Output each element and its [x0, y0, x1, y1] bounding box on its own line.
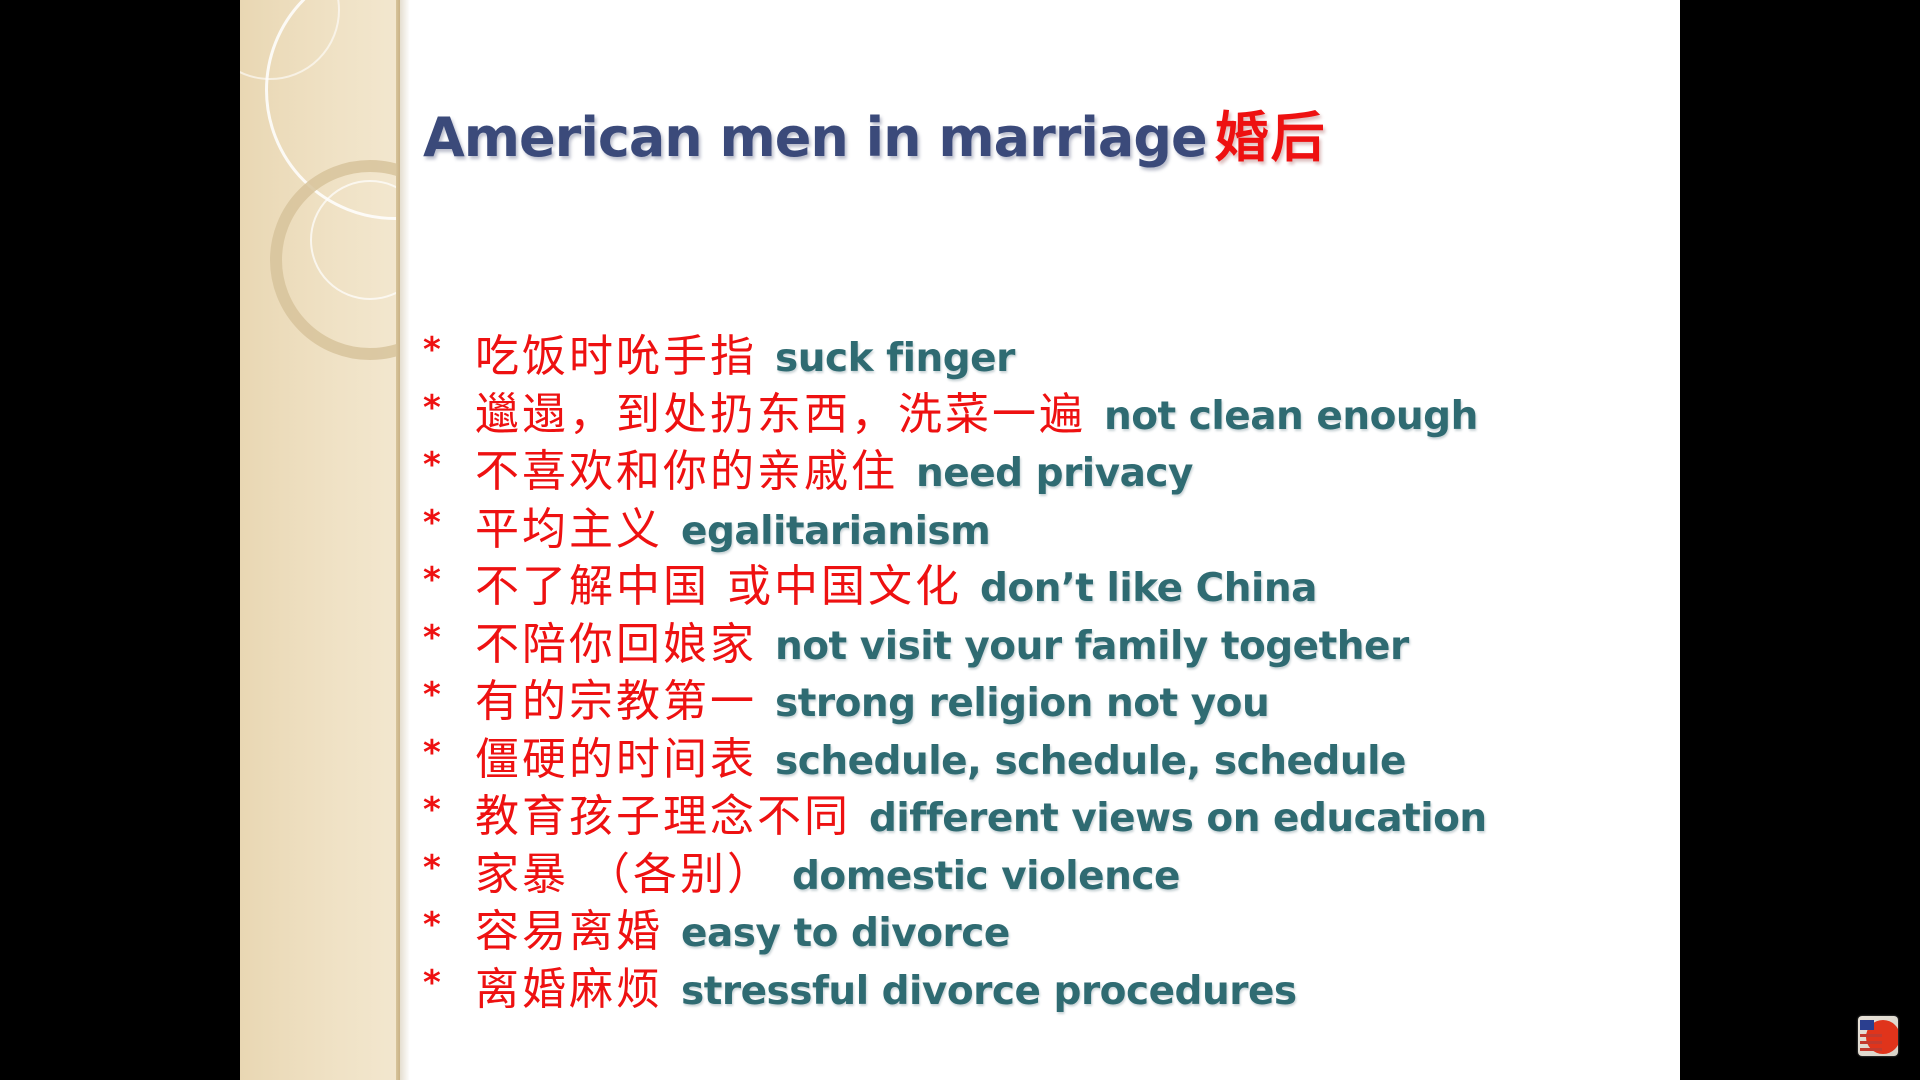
bullet-star-icon: *	[423, 675, 441, 715]
bullet-star-icon: *	[423, 330, 441, 370]
list-item: * 不喜欢和你的亲戚住 need privacy	[423, 443, 1643, 501]
bullet-star-icon: *	[423, 732, 441, 773]
item-english-text: domestic violence	[792, 853, 1180, 899]
channel-logo-icon[interactable]	[1858, 1016, 1898, 1056]
item-english-text: schedule, schedule, schedule	[775, 738, 1406, 784]
item-chinese-text: 吃饭时吮手指	[475, 331, 757, 382]
bullet-star-icon: *	[423, 847, 441, 888]
item-english-text: strong religion not you	[775, 681, 1270, 726]
item-english-text: suck finger	[775, 336, 1015, 381]
sidebar-edge	[396, 0, 400, 1080]
decorative-sidebar	[240, 0, 400, 1080]
list-item: * 不陪你回娘家 not visit your family together	[423, 616, 1643, 674]
list-item: * 僵硬的时间表 schedule, schedule, schedule	[423, 731, 1643, 789]
sidebar-shadow	[400, 0, 410, 1080]
item-chinese-text: 离婚麻烦	[475, 963, 663, 1015]
item-chinese-text: 僵硬的时间表	[475, 733, 757, 785]
item-chinese-text: 不了解中国 或中国文化	[475, 561, 962, 612]
list-item: * 邋遢，到处扔东西，洗菜一遍 not clean enough	[423, 386, 1643, 444]
item-chinese-text: 家暴 （各别）	[475, 848, 774, 900]
bullet-star-icon: *	[423, 962, 441, 1003]
item-chinese-text: 平均主义	[475, 503, 663, 555]
item-chinese-text: 不陪你回娘家	[475, 618, 757, 670]
item-english-text: not visit your family together	[775, 623, 1409, 669]
item-english-text: different views on education	[869, 796, 1487, 841]
item-english-text: egalitarianism	[681, 508, 991, 554]
item-english-text: need privacy	[916, 451, 1193, 496]
item-english-text: not clean enough	[1104, 393, 1478, 439]
bullet-list: * 吃饭时吮手指 suck finger * 邋遢，到处扔东西，洗菜一遍 not clea…	[423, 328, 1643, 1018]
slide-title: American men in marriage 婚后	[423, 96, 1643, 180]
item-chinese-text: 教育孩子理念不同	[475, 791, 851, 842]
list-item: * 容易离婚 easy to divorce	[423, 903, 1643, 961]
list-item: * 不了解中国 或中国文化 don’t like China	[423, 558, 1643, 616]
bullet-star-icon: *	[423, 387, 441, 428]
list-item: * 家暴 （各别） domestic violence	[423, 846, 1643, 904]
item-chinese-text: 容易离婚	[475, 906, 663, 957]
bullet-star-icon: *	[423, 502, 441, 543]
logo-flag-stripe	[1860, 1048, 1882, 1051]
logo-flag-stripe	[1860, 1041, 1882, 1044]
item-chinese-text: 邋遢，到处扔东西，洗菜一遍	[475, 388, 1086, 440]
item-chinese-text: 不喜欢和你的亲戚住	[475, 446, 898, 497]
list-item: * 教育孩子理念不同 different views on education	[423, 788, 1643, 846]
logo-flag-canton	[1860, 1020, 1874, 1030]
slide-content: American men in marriage 婚后 * 吃饭时吮手指 suck f…	[423, 96, 1643, 1018]
list-item: * 平均主义 egalitarianism	[423, 501, 1643, 559]
logo-flag-stripe	[1860, 1034, 1882, 1037]
item-english-text: stressful divorce procedures	[681, 968, 1297, 1014]
bullet-star-icon: *	[423, 790, 441, 830]
bullet-star-icon: *	[423, 560, 441, 600]
bullet-star-icon: *	[423, 905, 441, 945]
item-chinese-text: 有的宗教第一	[475, 676, 757, 727]
slide-title-english: American men in marriage	[423, 106, 1208, 169]
list-item: * 吃饭时吮手指 suck finger	[423, 328, 1643, 386]
slide-title-chinese: 婚后	[1214, 106, 1327, 169]
list-item: * 有的宗教第一 strong religion not you	[423, 673, 1643, 731]
list-item: * 离婚麻烦 stressful divorce procedures	[423, 961, 1643, 1019]
bullet-star-icon: *	[423, 445, 441, 485]
presentation-slide: American men in marriage 婚后 * 吃饭时吮手指 suck f…	[240, 0, 1680, 1080]
bullet-star-icon: *	[423, 617, 441, 658]
item-english-text: don’t like China	[980, 566, 1318, 611]
item-english-text: easy to divorce	[681, 911, 1010, 956]
